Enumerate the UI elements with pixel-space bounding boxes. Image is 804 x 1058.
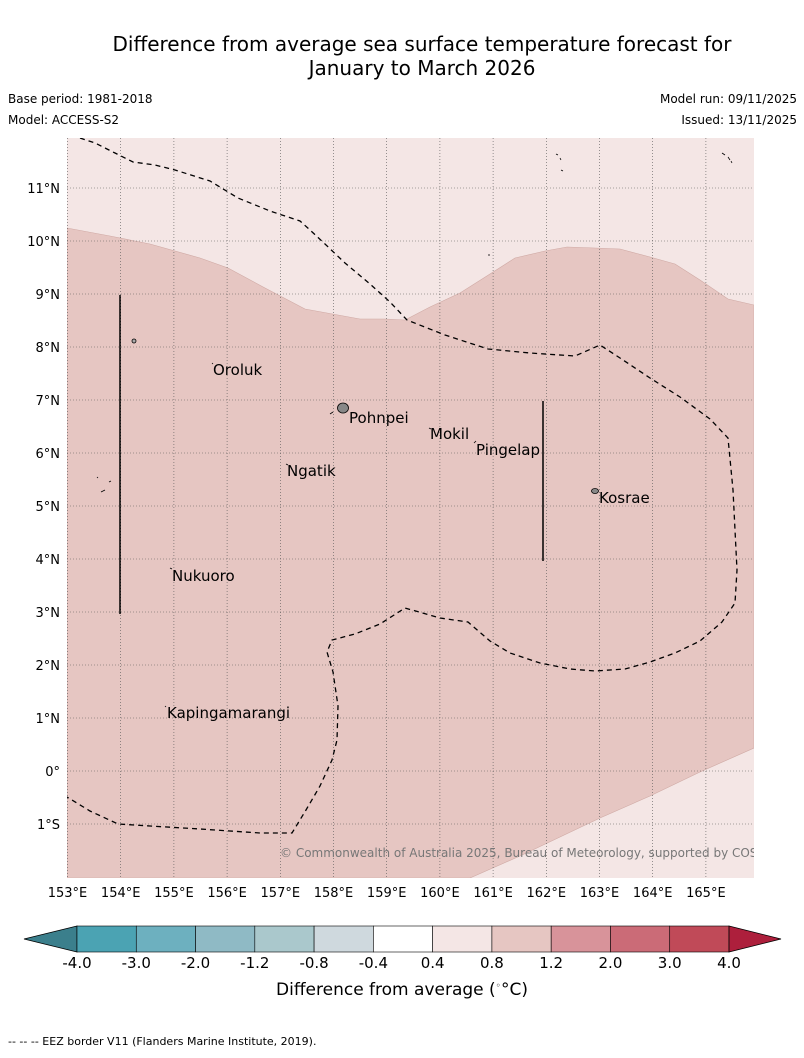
colorbar-title-unit: °C) — [500, 980, 528, 1000]
lat-tick-label: 5°N — [36, 500, 61, 515]
colorbar-segment — [491, 925, 552, 953]
islands — [96, 152, 733, 708]
graticule — [67, 138, 754, 878]
islet-nukuoro — [169, 567, 173, 570]
lat-tick-label: 6°N — [36, 447, 61, 462]
lat-tick-label: 3°N — [36, 606, 61, 621]
colorbar-title: Difference from average (◦°C) — [276, 980, 528, 1000]
colorbar-tick-label: -0.4 — [359, 954, 388, 972]
islet-kapingamarangi — [164, 705, 167, 708]
lat-tick-label: 8°N — [36, 341, 61, 356]
colorbar-tick-label: 3.0 — [658, 954, 682, 972]
copyright-notice: © Commonwealth of Australia 2025, Bureau… — [280, 846, 785, 860]
colorbar-segment — [195, 925, 256, 953]
lon-tick-label: 161°E — [473, 886, 513, 901]
colorbar-segment — [610, 925, 671, 953]
lon-tick-label: 160°E — [420, 886, 460, 901]
title-line-2: January to March 2026 — [308, 56, 536, 80]
colorbar-segment — [254, 925, 315, 953]
colorbar-segment — [373, 925, 433, 953]
place-label-kosrae: Kosrae — [599, 489, 650, 507]
lat-tick-label: 1°N — [36, 712, 61, 727]
eez-legend-note: -- -- -- EEZ border V11 (Flanders Marine… — [8, 1035, 317, 1048]
lat-tick-label: 1°S — [37, 818, 60, 833]
colorbar-tick-label: 0.4 — [421, 954, 445, 972]
model-run: Model run: 09/11/2025 — [659, 92, 797, 106]
colorbar-segment — [76, 925, 137, 953]
lon-tick-label: 156°E — [207, 886, 247, 901]
lat-tick-label: 0° — [45, 765, 60, 780]
lon-tick-label: 162°E — [527, 886, 567, 901]
lon-tick-label: 164°E — [633, 886, 673, 901]
place-label-pohnpei: Pohnpei — [349, 409, 409, 427]
lon-tick-label: 157°E — [261, 886, 301, 901]
colorbar-extend-high — [728, 925, 782, 953]
islet-ngatik — [285, 463, 289, 466]
small-island-north — [131, 338, 137, 344]
lat-tick-label: 2°N — [36, 659, 61, 674]
place-label-pingelap: Pingelap — [476, 441, 540, 459]
colorbar-tick-label: -2.0 — [181, 954, 210, 972]
kosrae-island — [591, 488, 599, 494]
lon-tick-label: 155°E — [154, 886, 194, 901]
islet-far-northeast — [721, 152, 733, 164]
islet-northeast — [555, 153, 564, 172]
islet-mokil — [428, 427, 432, 430]
colorbar-segment — [313, 925, 374, 953]
place-label-kapingamarangi: Kapingamarangi — [167, 704, 290, 722]
colorbar-tick-label: -0.8 — [299, 954, 328, 972]
lat-tick-label: 10°N — [27, 235, 60, 250]
lon-tick-label: 165°E — [686, 886, 726, 901]
colorbar-tick-label: 1.2 — [539, 954, 563, 972]
lat-tick-label: 9°N — [36, 288, 61, 303]
colorbar-segment — [550, 925, 611, 953]
place-label-oroluk: Oroluk — [213, 361, 262, 379]
place-label-mokil: Mokil — [430, 425, 469, 443]
colorbar: -4.0 -3.0 -2.0 -1.2 -0.8 -0.4 0.4 0.8 1.2 2.0 3.0 4… — [23, 925, 782, 972]
lon-tick-label: 158°E — [314, 886, 354, 901]
colorbar-tick-label: 4.0 — [717, 954, 741, 972]
colorbar-segment — [432, 925, 493, 953]
colorbar-segment — [669, 925, 730, 953]
eez-border — [67, 138, 738, 834]
sst-map: Oroluk Pohnpei Mokil Pingelap Ngatik Kosrae Nu… — [23, 138, 785, 972]
pohnpei-island — [337, 402, 349, 414]
place-label-nukuoro: Nukuoro — [172, 567, 235, 585]
colorbar-extend-low — [23, 925, 78, 953]
lat-tick-label: 11°N — [27, 182, 60, 197]
colorbar-title-text: Difference from average ( — [276, 980, 496, 1000]
lon-tick-label: 153°E — [48, 886, 88, 901]
islet-west — [96, 476, 112, 493]
lon-tick-label: 163°E — [580, 886, 620, 901]
colorbar-tick-label: 0.8 — [480, 954, 504, 972]
issued-date: Issued: 13/11/2025 — [681, 113, 797, 127]
pohnpei-reef — [329, 411, 334, 415]
lat-tick-label: 7°N — [36, 394, 61, 409]
colorbar-segment — [135, 925, 196, 953]
islet-oroluk — [211, 362, 214, 365]
colorbar-tick-label: -1.2 — [240, 954, 269, 972]
islet-pingelap — [473, 440, 477, 444]
chart-title: Difference from average sea surface temp… — [0, 32, 804, 80]
place-label-ngatik: Ngatik — [287, 462, 336, 480]
title-line-1: Difference from average sea surface temp… — [112, 32, 732, 56]
colorbar-tick-label: -4.0 — [62, 954, 91, 972]
mid-anomaly-band — [67, 227, 754, 878]
lat-tick-label: 4°N — [36, 553, 61, 568]
colorbar-tick-label: -3.0 — [122, 954, 151, 972]
base-period: Base period: 1981-2018 — [8, 92, 153, 106]
map-area: Oroluk Pohnpei Mokil Pingelap Ngatik Kosrae Nu… — [67, 138, 785, 878]
colorbar-tick-label: 2.0 — [599, 954, 623, 972]
lon-tick-label: 159°E — [367, 886, 407, 901]
lon-tick-label: 154°E — [101, 886, 141, 901]
model-name: Model: ACCESS-S2 — [8, 113, 120, 127]
